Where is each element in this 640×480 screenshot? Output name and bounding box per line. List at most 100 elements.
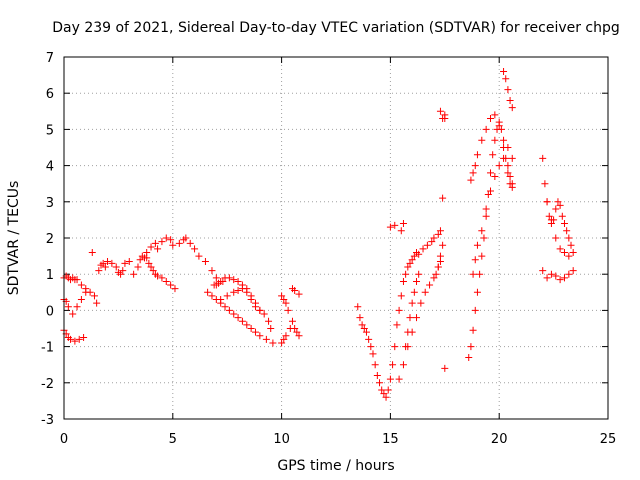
data-point [428,238,436,246]
x-axis-label: GPS time / hours [277,458,394,474]
data-point [117,270,125,278]
data-point [230,310,238,318]
x-tick-label: 5 [169,432,177,447]
data-point [476,270,484,278]
data-point [221,303,229,311]
data-point [415,270,423,278]
data-point [502,75,510,83]
data-point [397,292,405,300]
data-point [543,198,551,206]
data-point [436,107,444,115]
data-point [169,241,177,249]
data-point [145,259,153,267]
data-point [541,180,549,188]
x-tick-label: 25 [600,432,617,447]
data-point [225,306,233,314]
y-tick-label: 7 [46,51,54,66]
data-point [291,286,299,294]
data-point [75,335,83,343]
data-point [147,263,155,271]
data-point [158,274,166,282]
data-point [269,339,277,347]
data-point [432,270,440,278]
data-point [171,285,179,293]
x-tick-label: 15 [382,432,399,447]
data-point [399,220,407,228]
data-point [473,241,481,249]
y-tick-label: 4 [46,160,54,175]
data-point [149,267,157,275]
data-point [147,243,155,251]
data-point [478,227,486,235]
data-point [77,281,85,289]
y-axis-label: SDTVAR / TECUs [6,181,22,296]
data-point [101,263,109,271]
data-point [482,125,490,133]
data-point [560,248,568,256]
data-point [415,250,423,258]
data-point [436,258,444,266]
data-point [486,115,494,123]
data-point [426,281,434,289]
data-point [225,274,233,282]
data-point [158,238,166,246]
data-point [413,314,421,322]
data-point [410,288,418,296]
data-point [408,256,416,264]
data-point [393,321,401,329]
y-tick-label: 3 [46,196,54,211]
data-point [465,353,473,361]
data-point [473,288,481,296]
y-tick-label: 2 [46,232,54,247]
data-point [295,332,303,340]
data-point [508,154,516,162]
data-point [560,274,568,282]
data-point [167,281,175,289]
data-point [495,162,503,170]
data-point [556,276,564,284]
data-point [569,248,577,256]
data-point [284,306,292,314]
data-point [552,234,560,242]
data-point [484,191,492,199]
data-point [486,187,494,195]
data-point [436,227,444,235]
data-point [395,306,403,314]
data-point [167,236,175,244]
data-point [67,335,75,343]
data-point [95,267,103,275]
data-point [565,252,573,260]
data-point [256,306,264,314]
data-point [288,317,296,325]
data-point [251,328,259,336]
data-point [539,154,547,162]
data-point [395,375,403,383]
data-point [469,326,477,334]
data-point [378,386,386,394]
y-tick-label: -1 [41,341,54,356]
data-point [80,334,88,342]
data-point [356,314,364,322]
data-point [547,216,555,224]
data-point [373,372,381,380]
data-point [154,272,162,280]
data-point [408,299,416,307]
data-point [386,375,394,383]
data-point [358,321,366,329]
data-point [260,310,268,318]
data-point [286,325,294,332]
data-point [73,276,81,284]
data-points [60,67,577,401]
data-point [278,292,286,300]
data-point [130,270,138,278]
data-point [471,256,479,264]
data-point [265,317,273,325]
data-point [554,198,562,206]
data-point [482,205,490,213]
axis-ticks: 0 5 10 15 20 25 -3 -2 -1 0 1 2 3 4 5 6 7 [41,51,616,447]
data-point [234,277,242,285]
data-point [208,267,216,275]
data-point [93,299,101,307]
data-point [552,272,560,280]
data-point [434,263,442,271]
